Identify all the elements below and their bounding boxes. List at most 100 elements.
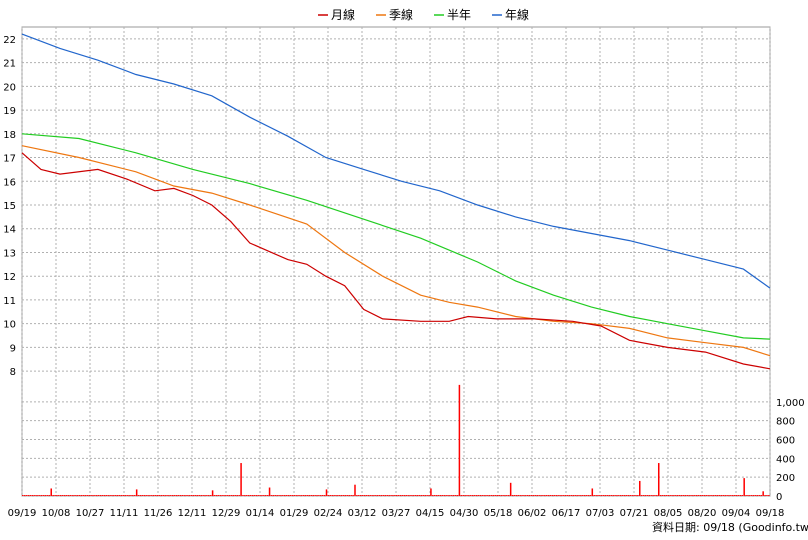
volume-bar <box>380 495 383 496</box>
volume-bar <box>270 495 273 496</box>
volume-bar <box>170 495 172 496</box>
x-tick-label: 10/27 <box>76 508 105 519</box>
volume-bar <box>663 495 666 496</box>
volume-bar <box>359 495 362 496</box>
volume-bar <box>464 495 466 496</box>
volume-bar <box>730 495 732 496</box>
volume-bar <box>534 495 537 496</box>
volume-bar <box>680 495 683 496</box>
volume-bar <box>473 495 476 496</box>
volume-bar <box>234 495 237 496</box>
volume-bar <box>211 490 214 496</box>
volume-bar <box>487 495 489 496</box>
volume-bar <box>426 495 428 496</box>
volume-bar <box>637 495 639 496</box>
volume-bar <box>454 495 457 496</box>
volume-bar <box>646 495 649 496</box>
x-tick-label: 02/24 <box>314 508 343 519</box>
volume-bar <box>462 495 464 496</box>
volume-bar <box>751 495 753 496</box>
volume-bar <box>31 495 34 496</box>
volume-bar <box>449 495 451 496</box>
volume-bar <box>456 495 459 496</box>
volume-bar <box>253 495 256 496</box>
volume-bar <box>350 495 352 496</box>
volume-bar <box>130 495 132 496</box>
volume-bar <box>502 495 504 496</box>
volume-bar <box>477 495 480 496</box>
volume-bar <box>654 495 656 496</box>
price-tick-label: 21 <box>3 59 16 70</box>
volume-bar <box>344 495 347 496</box>
volume-bar <box>283 495 286 496</box>
volume-bar <box>489 495 491 496</box>
volume-bar <box>614 495 616 496</box>
volume-bar <box>758 495 761 496</box>
volume-bar <box>56 495 58 496</box>
volume-bar <box>289 495 292 496</box>
volume-bar <box>90 495 92 496</box>
volume-bar <box>287 495 290 496</box>
volume-bar <box>498 495 501 496</box>
volume-bar <box>134 495 136 496</box>
volume-bar <box>714 495 717 496</box>
x-tick-label: 01/29 <box>280 508 309 519</box>
volume-bar <box>397 495 400 496</box>
volume-bar <box>67 495 70 496</box>
volume-bar <box>678 495 681 496</box>
volume-bar <box>228 495 231 496</box>
volume-bar <box>272 495 275 496</box>
volume-bar <box>515 495 518 496</box>
price-axis: 8 9 10 11 12 13 14 15 16 17 18 19 20 21 22 <box>3 35 16 378</box>
volume-bar <box>71 495 73 496</box>
volume-bar <box>551 495 554 496</box>
moving-average-lines <box>21 33 771 370</box>
x-tick-label: 04/15 <box>416 508 445 519</box>
volume-bar <box>540 495 542 496</box>
volume-bar <box>109 495 111 496</box>
volume-bar <box>492 495 495 496</box>
x-tick-label: 04/30 <box>450 508 479 519</box>
volume-bar <box>367 495 370 496</box>
volume-bar <box>390 495 392 496</box>
volume-bar <box>416 495 419 496</box>
grid <box>21 27 771 497</box>
price-tick-label: 20 <box>3 82 16 93</box>
volume-bar <box>183 495 185 496</box>
x-tick-label: 01/14 <box>246 508 275 519</box>
x-tick-label: 05/18 <box>484 508 513 519</box>
volume-bar <box>608 495 611 496</box>
volume-bar <box>346 495 349 496</box>
volume-bar <box>111 495 113 496</box>
volume-bar <box>354 484 356 496</box>
volume-bar <box>48 495 51 496</box>
volume-bar <box>409 495 411 496</box>
volume-bar <box>126 495 128 496</box>
volume-bar <box>35 495 37 496</box>
volume-bar <box>447 495 449 496</box>
volume-bar <box>190 495 193 496</box>
volume-bar <box>475 495 478 496</box>
volume-bar <box>627 495 630 496</box>
volume-bar <box>143 495 146 496</box>
volume-bar <box>185 495 187 496</box>
volume-bar <box>204 495 206 496</box>
volume-bar <box>572 495 575 496</box>
volume-bar <box>555 495 557 496</box>
volume-bar <box>500 495 502 496</box>
volume-bar <box>301 495 303 496</box>
volume-bar <box>733 495 736 496</box>
volume-bar <box>684 495 687 496</box>
volume-bar <box>747 495 749 496</box>
volume-bar <box>648 495 651 496</box>
volume-bar <box>285 495 288 496</box>
volume-bar <box>559 495 561 496</box>
volume-bar <box>692 495 694 496</box>
volume-bar <box>525 495 527 496</box>
volume-bar <box>171 495 174 496</box>
volume-bar <box>141 495 144 496</box>
volume-bar <box>246 495 248 496</box>
volume-bar <box>209 495 212 496</box>
volume-bars <box>22 384 770 496</box>
volume-bar <box>128 495 130 496</box>
